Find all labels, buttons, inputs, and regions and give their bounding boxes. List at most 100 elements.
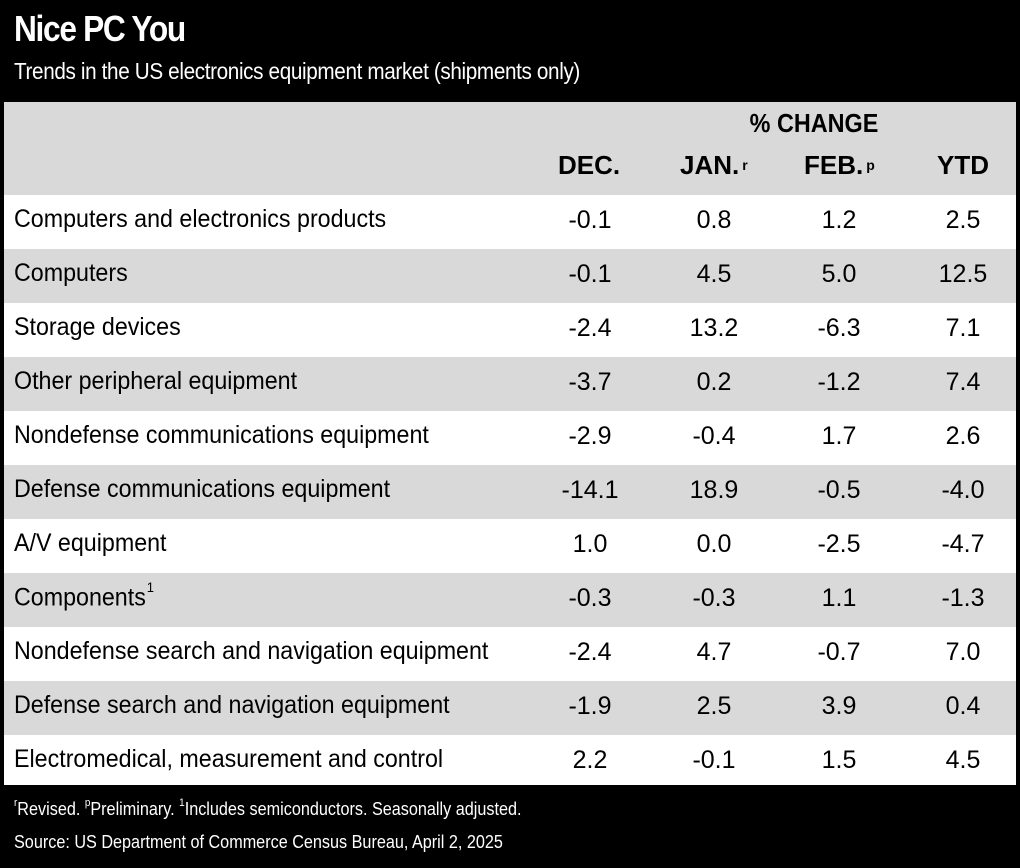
row-label: Storage devices [14, 313, 181, 342]
table-cell: 1.7 [821, 422, 857, 450]
table-row: Other peripheral equipment -3.7 0.2 -1.2 7.4 [4, 357, 1016, 411]
row-label-text: Computers and electronics products [14, 205, 387, 233]
column-header-label: YTD [937, 150, 989, 180]
table-cell: -0.4 [692, 422, 736, 450]
table-cell: 0.2 [696, 368, 732, 396]
table-cell: 2.5 [696, 692, 732, 720]
table-cell: 2.2 [572, 746, 608, 774]
table-cell: 18.9 [689, 476, 739, 504]
table-cell: 0.4 [945, 692, 981, 720]
table-cell: -6.3 [817, 314, 861, 342]
footnote: rRevised. pPreliminary. 1Includes semico… [14, 797, 521, 820]
column-header-label: JAN. [680, 150, 740, 180]
table-row: Nondefense search and navigation equipme… [4, 627, 1016, 681]
table-cell: -2.4 [568, 314, 612, 342]
table-cell: -2.9 [568, 422, 612, 450]
table-cell: -2.5 [817, 530, 861, 558]
group-header-percent-change: % CHANGE [749, 108, 879, 138]
revised-mark: r [14, 797, 18, 809]
row-label-mark: 1 [146, 579, 155, 595]
table-row: Nondefense communications equipment -2.9 -… [4, 411, 1016, 465]
table-cell: -1.9 [568, 692, 612, 720]
row-label: Defense search and navigation equipment [14, 691, 450, 720]
column-header-label: FEB. [804, 150, 864, 180]
row-label: Nondefense communications equipment [14, 421, 429, 450]
table-cell: 1.1 [821, 584, 857, 612]
table-cell: -0.1 [568, 206, 612, 234]
table-row: Electromedical, measurement and control 2… [4, 735, 1016, 789]
row-label-text: Nondefense communications equipment [14, 421, 429, 449]
column-header: DEC. [558, 150, 620, 181]
row-label-text: Nondefense search and navigation equipme… [14, 637, 489, 665]
preliminary-mark: p [84, 797, 91, 809]
page-title: Nice PC You [14, 8, 186, 49]
table-cell: 7.1 [945, 314, 981, 342]
table-cell: -0.3 [568, 584, 612, 612]
table-row: Storage devices -2.4 13.2 -6.3 7.1 [4, 303, 1016, 357]
row-label-text: Defense communications equipment [14, 475, 391, 503]
table-cell: 2.5 [945, 206, 981, 234]
row-label-text: Computers [14, 259, 128, 287]
table-row: Computers -0.1 4.5 5.0 12.5 [4, 249, 1016, 303]
table-cell: 1.0 [572, 530, 608, 558]
table-cell: -0.1 [692, 746, 736, 774]
column-header-label: DEC. [558, 150, 621, 180]
column-header: YTD [937, 150, 989, 181]
column-header: JAN. r [680, 150, 748, 181]
table-cell: 2.6 [945, 422, 981, 450]
column-header-mark: p [866, 157, 875, 173]
table-cell: 0.8 [696, 206, 732, 234]
column-header-mark: r [742, 157, 748, 173]
table-cell: 7.4 [945, 368, 981, 396]
table-cell: 1.2 [821, 206, 857, 234]
table-cell: -1.2 [817, 368, 861, 396]
table-cell: -14.1 [561, 476, 619, 504]
table-cell: 4.5 [696, 260, 732, 288]
semiconductor-mark: 1 [179, 797, 185, 809]
row-label-text: Storage devices [14, 313, 181, 341]
page-subtitle: Trends in the US electronics equipment m… [14, 58, 580, 84]
table-cell: -1.3 [941, 584, 985, 612]
table-header: % CHANGE DEC. JAN. r FEB. p YTD [4, 102, 1016, 195]
row-label-text: Components [14, 583, 146, 612]
table-cell: -0.5 [817, 476, 861, 504]
table-row: A/V equipment 1.0 0.0 -2.5 -4.7 [4, 519, 1016, 573]
table-cell: 12.5 [938, 260, 988, 288]
row-label: Electromedical, measurement and control [14, 745, 443, 774]
row-label-text: Other peripheral equipment [14, 367, 298, 395]
row-label-text: Defense search and navigation equipment [14, 691, 450, 719]
data-table: % CHANGE DEC. JAN. r FEB. p YTD Computers and… [4, 102, 1016, 785]
row-label-text: Electromedical, measurement and control [14, 745, 444, 773]
preliminary-note: Preliminary. [90, 799, 180, 819]
table-cell: 0.0 [696, 530, 732, 558]
source-note: Source: US Department of Commerce Census… [14, 832, 503, 852]
row-label: Defense communications equipment [14, 475, 390, 504]
table-cell: 4.5 [945, 746, 981, 774]
row-label: A/V equipment [14, 529, 167, 558]
table-row: Computers and electronics products -0.1 0.… [4, 195, 1016, 249]
table-cell: 1.5 [821, 746, 857, 774]
table-row: Defense search and navigation equipment -… [4, 681, 1016, 735]
row-label: Components1 [14, 579, 154, 612]
table-cell: 5.0 [821, 260, 857, 288]
table-row: Components1 -0.3 -0.3 1.1 -1.3 [4, 573, 1016, 627]
table-cell: 7.0 [945, 638, 981, 666]
revised-note: Revised. [17, 799, 85, 819]
table-cell: -0.1 [568, 260, 612, 288]
table-cell: 4.7 [696, 638, 732, 666]
row-label-text: A/V equipment [14, 529, 167, 557]
row-label: Nondefense search and navigation equipme… [14, 637, 488, 666]
row-label: Computers [14, 259, 128, 288]
table-row: Defense communications equipment -14.1 18.… [4, 465, 1016, 519]
table-cell: -0.7 [817, 638, 861, 666]
table-cell: -4.7 [941, 530, 985, 558]
table-cell: -4.0 [941, 476, 985, 504]
table-cell: -2.4 [568, 638, 612, 666]
table-cell: 13.2 [689, 314, 739, 342]
row-label: Other peripheral equipment [14, 367, 297, 396]
table-cell: -3.7 [568, 368, 612, 396]
column-header: FEB. p [804, 150, 875, 181]
table-cell: -0.3 [692, 584, 736, 612]
table-cell: 3.9 [821, 692, 857, 720]
row-label: Computers and electronics products [14, 205, 386, 234]
